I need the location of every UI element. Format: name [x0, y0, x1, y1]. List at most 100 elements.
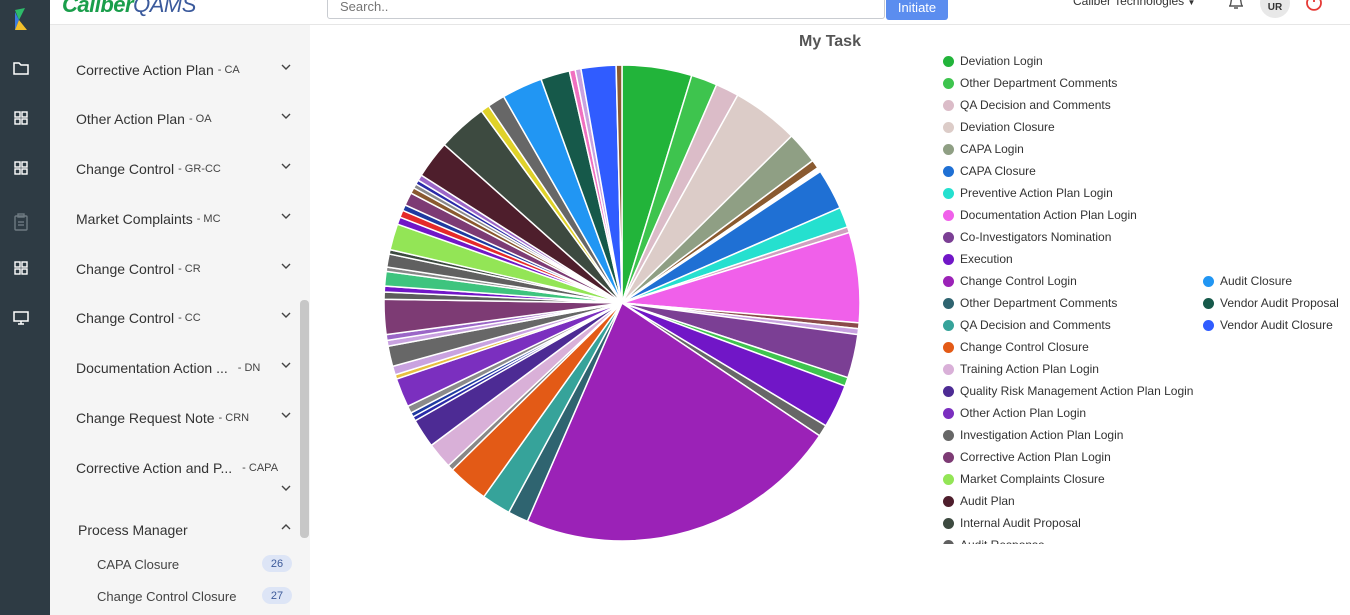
chevron-down-icon — [281, 64, 291, 70]
grid-icon[interactable] — [11, 158, 31, 178]
legend-swatch — [943, 297, 954, 309]
search-input[interactable] — [327, 0, 885, 19]
legend-swatch — [943, 77, 954, 89]
legend-item-a-5[interactable]: CAPA Closure — [943, 162, 1036, 180]
legend-item-a-10[interactable]: Change Control Login — [943, 272, 1077, 290]
legend-swatch — [943, 275, 954, 287]
legend-item-a-1[interactable]: Other Department Comments — [943, 74, 1117, 92]
legend-item-b-0[interactable]: Audit Closure — [1203, 272, 1292, 290]
legend-item-a-8[interactable]: Co-Investigators Nomination — [943, 228, 1111, 246]
legend-item-b-1[interactable]: Vendor Audit Proposal — [1203, 294, 1339, 312]
menu-item-abbr: - OA — [188, 113, 212, 125]
legend-label: Vendor Audit Proposal — [1220, 296, 1339, 310]
legend-item-a-16[interactable]: Other Action Plan Login — [943, 404, 1086, 422]
menu-item-label: Change Control — [76, 161, 175, 177]
pie-chart — [383, 64, 861, 542]
menu-item-corrective-action-plan[interactable]: Corrective Action Plan - CA — [76, 55, 291, 85]
legend-label: CAPA Closure — [960, 164, 1036, 178]
sub-item-change-control-closure[interactable]: Change Control Closure 27 — [97, 585, 292, 607]
legend-item-a-2[interactable]: QA Decision and Comments — [943, 96, 1111, 114]
legend-item-a-19[interactable]: Market Complaints Closure — [943, 470, 1105, 488]
legend-item-a-4[interactable]: CAPA Login — [943, 140, 1024, 158]
chevron-down-icon — [281, 263, 291, 269]
legend-item-a-20[interactable]: Audit Plan — [943, 492, 1015, 510]
sub-item-capa-closure[interactable]: CAPA Closure 26 — [97, 553, 292, 575]
legend-swatch — [943, 231, 954, 243]
brand-logo[interactable]: CaliberQAMS — [62, 0, 196, 17]
legend-swatch — [943, 143, 954, 155]
menu-item-market-complaints[interactable]: Market Complaints - MC — [76, 204, 291, 234]
legend-swatch — [943, 429, 954, 441]
app-logo-icon[interactable] — [11, 8, 31, 30]
legend-item-a-17[interactable]: Investigation Action Plan Login — [943, 426, 1123, 444]
legend-item-a-21[interactable]: Internal Audit Proposal — [943, 514, 1081, 532]
menu-item-change-control-gr[interactable]: Change Control - GR-CC — [76, 154, 291, 184]
menu-item-change-control-cr[interactable]: Change Control - CR — [76, 254, 291, 284]
menu-item-documentation-action[interactable]: Documentation Action ... - DN — [76, 353, 291, 383]
menu-item-other-action-plan[interactable]: Other Action Plan - OA — [76, 104, 291, 134]
legend-label: Documentation Action Plan Login — [960, 208, 1137, 222]
menu-item-abbr: - DN — [237, 362, 261, 374]
chevron-down-icon — [281, 362, 291, 368]
sidebar-scrollbar[interactable] — [300, 300, 309, 538]
legend-item-a-11[interactable]: Other Department Comments — [943, 294, 1117, 312]
initiate-button[interactable]: Initiate — [886, 0, 948, 20]
legend-item-a-9[interactable]: Execution — [943, 250, 1013, 268]
legend-label: Execution — [960, 252, 1013, 266]
menu-item-label: Change Control — [76, 310, 175, 326]
legend-item-a-0[interactable]: Deviation Login — [943, 52, 1043, 70]
legend-item-a-18[interactable]: Corrective Action Plan Login — [943, 448, 1111, 466]
legend-label: Change Control Closure — [960, 340, 1089, 354]
legend-swatch — [943, 121, 954, 133]
legend-label: Audit Plan — [960, 494, 1015, 508]
caret-down-icon: ▼ — [1187, 0, 1196, 7]
menu-item-capa[interactable]: Corrective Action and P... - CAPA — [76, 453, 291, 491]
legend-item-a-13[interactable]: Change Control Closure — [943, 338, 1089, 356]
sub-item-label: Change Control Closure — [97, 588, 237, 604]
legend-item-a-22[interactable]: Audit Response — [943, 536, 1045, 544]
monitor-icon[interactable] — [11, 308, 31, 328]
legend-label: Deviation Closure — [960, 120, 1055, 134]
legend-label: Quality Risk Management Action Plan Logi… — [960, 384, 1194, 398]
power-icon[interactable] — [1304, 0, 1324, 12]
top-bar: CaliberQAMS Initiate Caliber Technologie… — [50, 0, 1350, 25]
pie-slice-58[interactable] — [615, 64, 623, 304]
chart-legend: Deviation Login Other Department Comments… — [940, 52, 1350, 544]
legend-swatch — [943, 451, 954, 463]
menu-item-abbr: - CRN — [218, 412, 250, 424]
legend-swatch — [943, 473, 954, 485]
menu-item-label: Documentation Action ... — [76, 360, 228, 376]
company-selector[interactable]: Caliber Technologies ▼ — [1073, 0, 1196, 8]
legend-item-a-12[interactable]: QA Decision and Comments — [943, 316, 1111, 334]
legend-item-a-7[interactable]: Documentation Action Plan Login — [943, 206, 1137, 224]
legend-item-a-15[interactable]: Quality Risk Management Action Plan Logi… — [943, 382, 1193, 400]
grid-icon[interactable] — [11, 108, 31, 128]
legend-label: Market Complaints Closure — [960, 472, 1105, 486]
legend-swatch — [943, 495, 954, 507]
menu-item-label: Corrective Action and P... — [76, 460, 233, 476]
chevron-down-icon — [281, 213, 291, 219]
menu-item-label: Other Action Plan — [76, 111, 185, 127]
menu-item-abbr: - CAPA — [242, 462, 279, 474]
avatar[interactable]: UR — [1260, 0, 1290, 18]
legend-item-b-2[interactable]: Vendor Audit Closure — [1203, 316, 1333, 334]
menu-item-change-request-note[interactable]: Change Request Note - CRN — [76, 403, 291, 433]
folder-icon[interactable] — [11, 58, 31, 78]
bell-icon[interactable] — [1227, 0, 1245, 10]
menu-item-abbr: - MC — [196, 213, 221, 225]
legend-swatch — [1203, 319, 1214, 331]
legend-item-a-6[interactable]: Preventive Action Plan Login — [943, 184, 1113, 202]
legend-swatch — [943, 165, 954, 177]
grid-icon[interactable] — [11, 258, 31, 278]
menu-item-change-control-cc[interactable]: Change Control - CC — [76, 303, 291, 333]
legend-label: Corrective Action Plan Login — [960, 450, 1111, 464]
legend-item-a-14[interactable]: Training Action Plan Login — [943, 360, 1099, 378]
legend-label: CAPA Login — [960, 142, 1024, 156]
count-badge: 27 — [262, 587, 292, 604]
menu-item-label: Change Control — [76, 261, 175, 277]
pie-slice-17[interactable] — [526, 301, 821, 542]
menu-section-process-manager[interactable]: Process Manager — [78, 515, 293, 545]
clipboard-icon[interactable] — [11, 212, 31, 232]
legend-item-a-3[interactable]: Deviation Closure — [943, 118, 1055, 136]
legend-swatch — [943, 341, 954, 353]
